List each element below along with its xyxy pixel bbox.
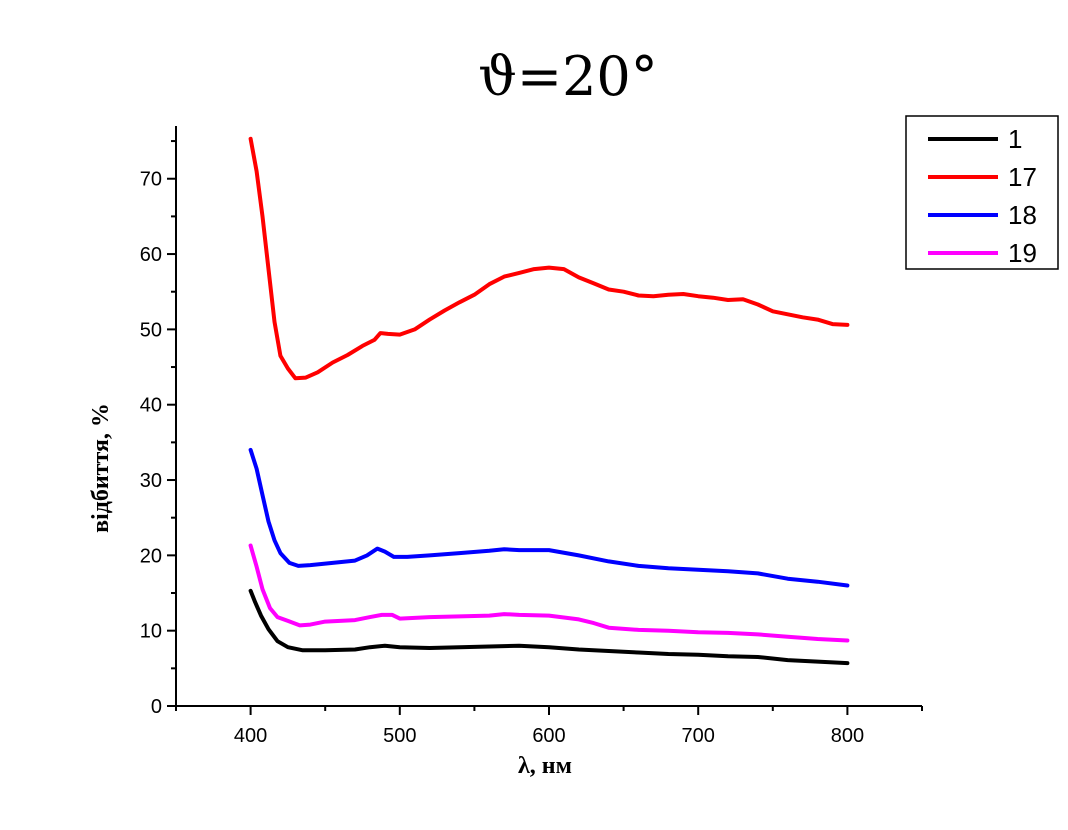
y-tick-label: 70 xyxy=(140,169,162,191)
legend-label: 17 xyxy=(1008,162,1037,192)
legend-items: 1 17 18 19 xyxy=(928,124,1037,268)
chart-title: ϑ=20° xyxy=(478,45,658,108)
y-tick-label: 50 xyxy=(140,319,162,341)
series-line-19 xyxy=(248,543,850,643)
legend-label: 19 xyxy=(1008,238,1037,268)
y-tick-label: 40 xyxy=(140,395,162,417)
series-layer xyxy=(248,136,850,666)
legend-box xyxy=(905,115,1059,270)
series-line-1 xyxy=(248,588,850,666)
x-tick-label: 400 xyxy=(234,725,267,747)
legend-label: 18 xyxy=(1008,200,1037,230)
y-tick-label: 0 xyxy=(151,696,162,718)
series-line-17 xyxy=(248,136,850,381)
x-tick-label: 700 xyxy=(682,725,715,747)
y-tick-label: 20 xyxy=(140,545,162,567)
legend-label: 1 xyxy=(1008,124,1022,154)
ticks-layer: 400 500 600 700 800 0 10 20 30 40 50 60 70 xyxy=(140,140,923,747)
y-axis-title: відбиття, % xyxy=(88,403,114,533)
x-tick-label: 500 xyxy=(383,725,416,747)
y-tick-label: 30 xyxy=(140,470,162,492)
legend: 1 17 18 19 xyxy=(905,115,1059,270)
y-tick-label: 10 xyxy=(140,621,162,643)
x-tick-label: 800 xyxy=(831,725,864,747)
x-axis-title: λ, нм xyxy=(518,753,572,779)
x-tick-label: 600 xyxy=(532,725,565,747)
series-line-18 xyxy=(248,447,850,588)
y-tick-label: 60 xyxy=(140,244,162,266)
